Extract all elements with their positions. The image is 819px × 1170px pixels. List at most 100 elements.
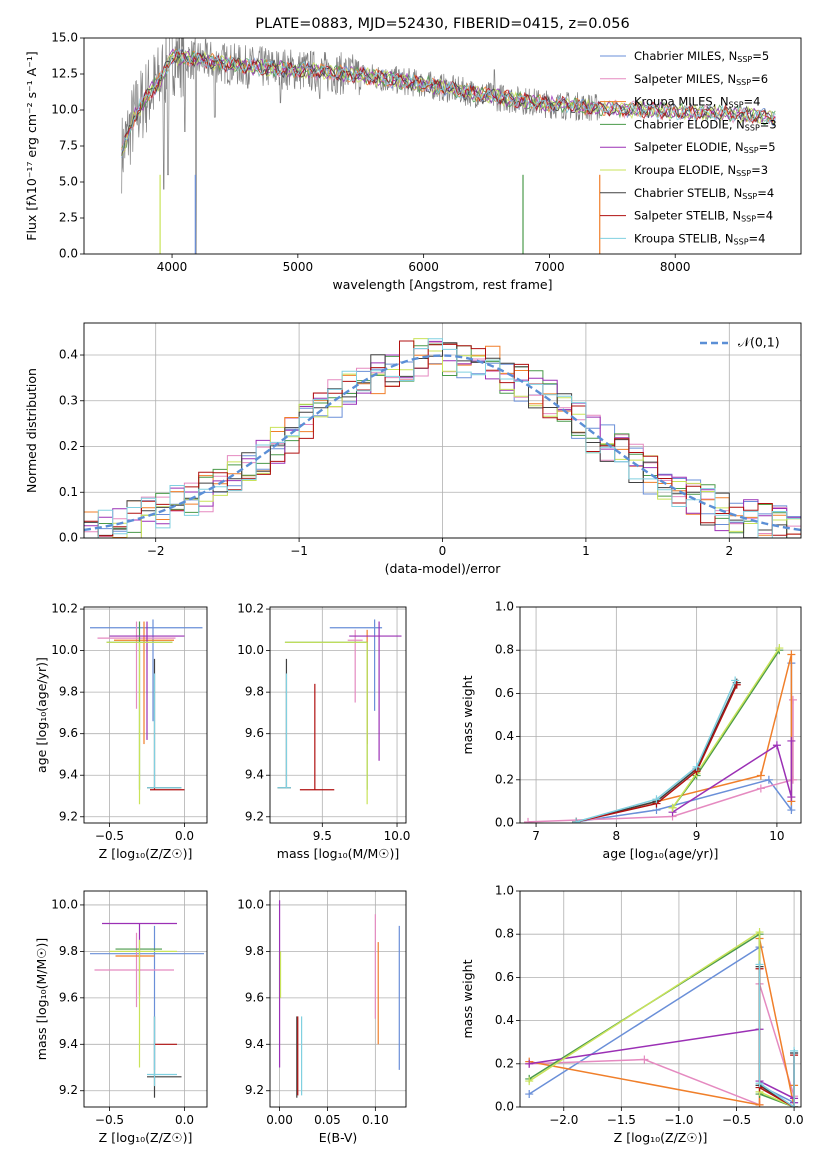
legend-entry: Chabrier ELODIE, NSSP=3: [634, 117, 777, 132]
mass-vs-ebv-axes: 0.00 0.05 0.10 9.2 9.4 9.6 9.8 10.0 E(B-V): [237, 890, 407, 1145]
x-tick-label: −2: [147, 544, 165, 558]
x-axis-label: Z [log₁₀(Z/Z☉)]: [99, 1130, 193, 1145]
series-marker: [731, 676, 740, 685]
series-marker: [756, 784, 765, 793]
y-axis-label: mass weight: [460, 675, 475, 754]
age-vs-z-axes: −0.5 0.0 9.2 9.4 9.6 9.8 10.0 10.2 Z [log₁₀(Z/Z☉…: [34, 602, 208, 861]
spectrum-plot-area: [121, 38, 776, 254]
legend-entry: Salpeter MILES, NSSP=6: [634, 71, 768, 86]
x-tick-label: 7000: [534, 260, 565, 274]
series-marker: [787, 806, 796, 815]
y-tick-label: 1.0: [495, 600, 514, 614]
x-axis-label: Z [log₁₀(Z/Z☉)]: [99, 846, 193, 861]
y-tick-label: 0.0: [59, 247, 78, 261]
y-tick-label: 9.4: [59, 768, 78, 782]
series-marker: [755, 1079, 764, 1088]
age-vs-mass-frame: [269, 606, 407, 824]
legend-entry: Kroupa MILES, NSSP=4: [634, 94, 760, 109]
legend-entry: Chabrier MILES, NSSP=5: [634, 49, 769, 64]
series-marker: [790, 1103, 799, 1107]
series-marker: [756, 771, 765, 780]
y-tick-label: 0.6: [495, 970, 514, 984]
x-axis-label: E(B-V): [319, 1130, 358, 1145]
spectrum-axes: 4000 5000 6000 7000 8000 0.0 2.5 5.0 7.5 10.0 12.5…: [24, 16, 802, 292]
series-marker: [732, 680, 741, 689]
data-point: [299, 683, 335, 791]
x-axis-label: age [log₁₀(age/yr)]: [603, 846, 719, 861]
histogram-frame: [83, 322, 802, 539]
data-point: [94, 932, 174, 1008]
series-marker: [787, 736, 796, 745]
data-point: [147, 1016, 182, 1098]
age-vs-z-plot-area: [90, 619, 203, 805]
mass-vs-ebv-frame: [269, 890, 407, 1108]
y-tick-label: 9.6: [245, 726, 264, 740]
weight-vs-age-plot-area: [524, 644, 797, 823]
legend-entry: Salpeter ELODIE, NSSP=5: [634, 140, 776, 155]
weight-vs-age-grid: [520, 606, 801, 824]
age-vs-mass-plot-area: [277, 619, 402, 805]
x-tick-label: −1: [290, 544, 308, 558]
series-marker: [524, 817, 533, 823]
series-marker: [525, 1090, 534, 1099]
x-axis-label: (data-model)/error: [385, 561, 502, 576]
y-tick-label: 0.2: [495, 772, 514, 786]
y-tick-label: 10.2: [237, 602, 264, 616]
x-tick-label: 8: [613, 829, 621, 843]
y-tick-label: 0.4: [495, 1013, 514, 1027]
y-tick-label: 0.0: [59, 531, 78, 545]
series-marker: [525, 1059, 534, 1068]
x-tick-label: 8000: [660, 260, 691, 274]
series-path: [576, 684, 738, 823]
y-tick-label: 10.0: [237, 897, 264, 911]
data-point: [284, 641, 368, 805]
series-path: [672, 740, 793, 813]
y-tick-label: 0.0: [495, 816, 514, 830]
x-tick-label: −1.5: [607, 1113, 636, 1127]
y-tick-label: 9.6: [59, 990, 78, 1004]
data-point: [109, 939, 177, 1068]
mass-vs-ebv-plot-area: [278, 900, 400, 1098]
y-tick-label: 7.5: [59, 139, 78, 153]
series-line: [525, 943, 799, 1107]
series-marker: [755, 928, 764, 937]
data-point: [147, 658, 182, 789]
series-marker: [652, 795, 661, 804]
series-path: [576, 682, 738, 823]
x-tick-label: −0.5: [722, 1113, 751, 1127]
y-axis-label: mass weight: [460, 959, 475, 1038]
y-tick-label: 10.0: [51, 103, 78, 117]
histogram-axes: −2 −1 0 1 2 0.0 0.1 0.2 0.3 0.4 (data-model)/error…: [24, 322, 802, 576]
series-line: [668, 736, 796, 817]
series-marker: [787, 793, 796, 802]
series-path: [529, 983, 795, 1107]
y-axis-label: age [log₁₀(age/yr)]: [34, 657, 49, 773]
y-tick-label: 9.8: [245, 685, 264, 699]
x-tick-label: 0.05: [314, 1113, 341, 1127]
y-tick-label: 0.3: [59, 393, 78, 407]
y-tick-label: 15.0: [51, 31, 78, 45]
weight-vs-age-axes: 7 8 9 10 0.0 0.2 0.4 0.6 0.8 1.0 age [log₁₀(age/yr…: [460, 600, 802, 861]
data-point: [114, 621, 174, 745]
y-tick-label: 9.8: [245, 944, 264, 958]
series-marker: [788, 775, 797, 784]
y-tick-label: 10.0: [51, 643, 78, 657]
series-marker: [755, 1100, 764, 1107]
series-line: [572, 680, 741, 823]
model-spectrum-line: [121, 48, 776, 152]
data-point: [329, 619, 383, 711]
series-marker: [775, 644, 784, 653]
y-tick-label: 9.6: [59, 726, 78, 740]
histogram-plot-area: [84, 338, 801, 538]
mass-vs-z-axes: −0.5 0.0 9.2 9.4 9.6 9.8 10.0 Z [log₁₀(Z/Z☉)] ma…: [34, 890, 208, 1145]
y-tick-label: 0.0: [495, 1100, 514, 1114]
mass-vs-z-grid: [84, 891, 207, 1107]
x-tick-label: −0.5: [95, 829, 124, 843]
y-tick-label: 9.8: [59, 944, 78, 958]
y-tick-label: 9.4: [245, 768, 264, 782]
series-path: [575, 680, 736, 823]
data-point: [109, 621, 185, 740]
spectrum-frame: [83, 37, 802, 255]
series-path: [758, 964, 795, 1107]
series-line: [524, 695, 797, 823]
